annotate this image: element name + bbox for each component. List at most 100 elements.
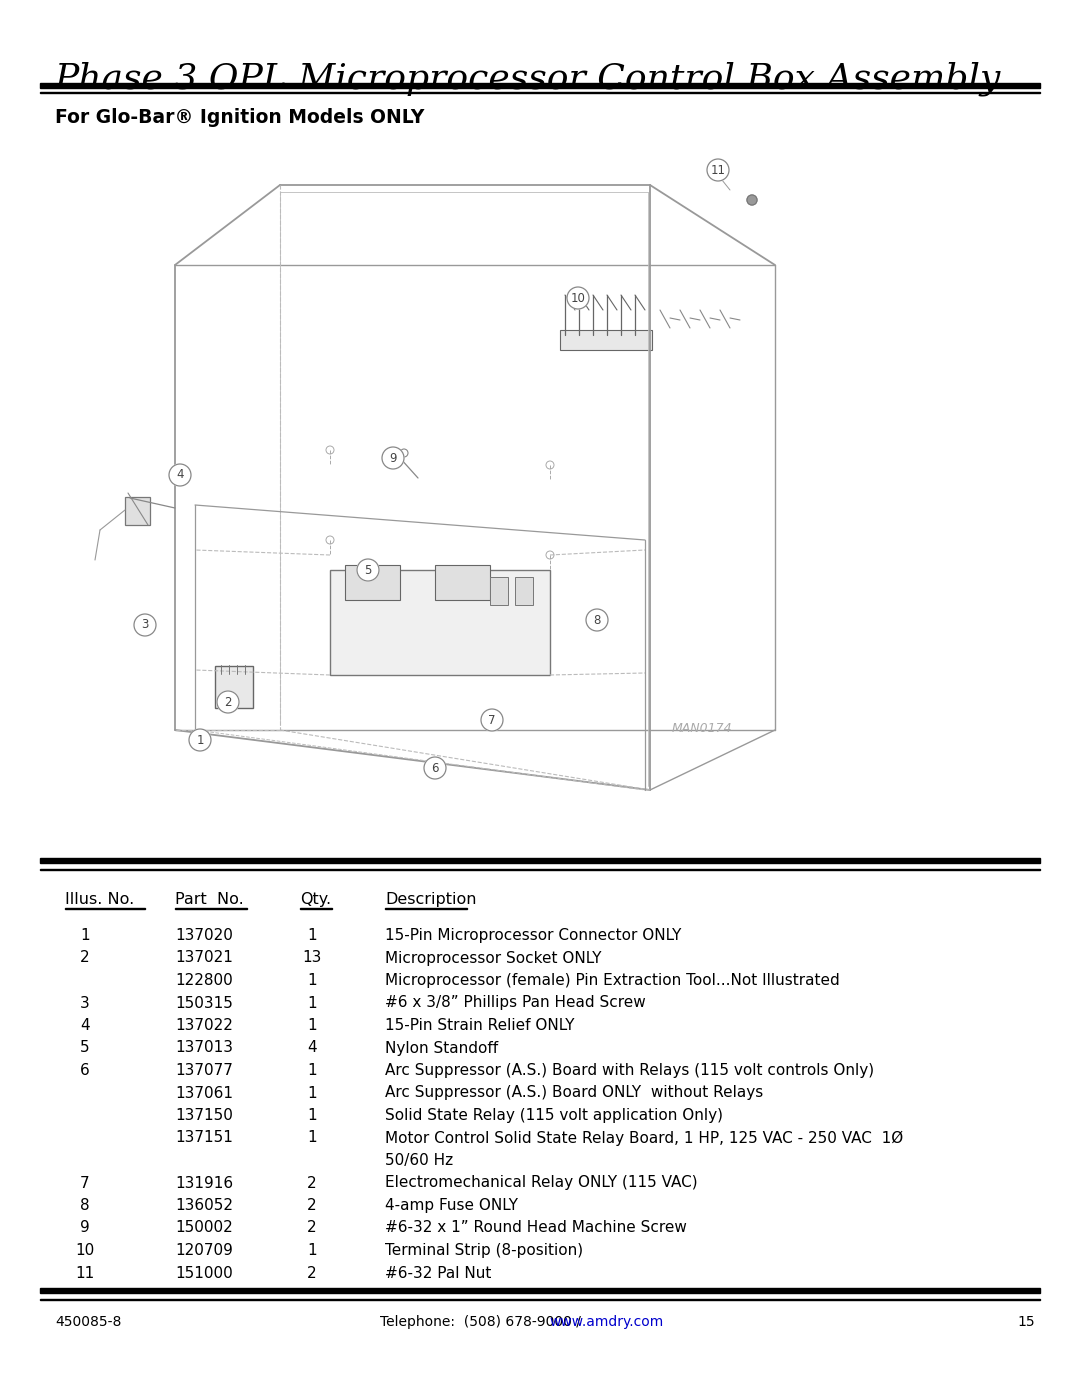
- Text: 13: 13: [302, 950, 322, 965]
- Text: For Glo-Bar® Ignition Models ONLY: For Glo-Bar® Ignition Models ONLY: [55, 108, 424, 127]
- Bar: [330, 570, 550, 675]
- Text: 136052: 136052: [175, 1199, 233, 1213]
- Text: 4: 4: [80, 1018, 90, 1032]
- Circle shape: [747, 196, 757, 205]
- Text: 2: 2: [307, 1266, 316, 1281]
- Text: 8: 8: [80, 1199, 90, 1213]
- Text: 15-Pin Microprocessor Connector ONLY: 15-Pin Microprocessor Connector ONLY: [384, 928, 681, 943]
- Bar: [40, 858, 1040, 863]
- Text: 6: 6: [80, 1063, 90, 1078]
- Text: 7: 7: [488, 714, 496, 726]
- Circle shape: [586, 609, 608, 631]
- Text: 10: 10: [76, 1243, 95, 1259]
- Text: 122800: 122800: [175, 972, 233, 988]
- Circle shape: [168, 464, 191, 486]
- Text: 4-amp Fuse ONLY: 4-amp Fuse ONLY: [384, 1199, 518, 1213]
- Text: 1: 1: [307, 996, 316, 1010]
- Text: MAN0174: MAN0174: [672, 722, 732, 735]
- Text: 450085-8: 450085-8: [55, 1315, 121, 1329]
- Text: #6 x 3/8” Phillips Pan Head Screw: #6 x 3/8” Phillips Pan Head Screw: [384, 996, 646, 1010]
- Text: 5: 5: [80, 1041, 90, 1056]
- Text: www.amdry.com: www.amdry.com: [550, 1315, 664, 1329]
- Circle shape: [134, 615, 156, 636]
- Text: 11: 11: [711, 163, 726, 176]
- Text: 137151: 137151: [175, 1130, 233, 1146]
- Text: #6-32 Pal Nut: #6-32 Pal Nut: [384, 1266, 491, 1281]
- Text: 7: 7: [80, 1175, 90, 1190]
- Text: 131916: 131916: [175, 1175, 233, 1190]
- Text: 151000: 151000: [175, 1266, 233, 1281]
- Circle shape: [707, 159, 729, 182]
- Bar: [435, 564, 490, 599]
- Text: Motor Control Solid State Relay Board, 1 HP, 125 VAC - 250 VAC  1Ø: Motor Control Solid State Relay Board, 1…: [384, 1130, 903, 1146]
- Text: 15: 15: [1017, 1315, 1035, 1329]
- Bar: [40, 1288, 1040, 1294]
- Text: 50/60 Hz: 50/60 Hz: [384, 1153, 454, 1168]
- Text: 137077: 137077: [175, 1063, 233, 1078]
- Bar: [40, 1298, 1040, 1301]
- Text: Part  No.: Part No.: [175, 893, 244, 907]
- Text: 5: 5: [364, 563, 372, 577]
- Text: 2: 2: [307, 1199, 316, 1213]
- Circle shape: [481, 710, 503, 731]
- Text: 4: 4: [176, 468, 184, 482]
- Text: 2: 2: [225, 696, 232, 708]
- Text: 9: 9: [80, 1221, 90, 1235]
- Text: 3: 3: [80, 996, 90, 1010]
- Bar: [606, 332, 616, 339]
- Text: 1: 1: [80, 928, 90, 943]
- Text: Illus. No.: Illus. No.: [65, 893, 134, 907]
- Text: 15-Pin Strain Relief ONLY: 15-Pin Strain Relief ONLY: [384, 1018, 575, 1032]
- Text: 2: 2: [307, 1221, 316, 1235]
- Bar: [578, 332, 588, 339]
- Text: 137022: 137022: [175, 1018, 233, 1032]
- Text: #6-32 x 1” Round Head Machine Screw: #6-32 x 1” Round Head Machine Screw: [384, 1221, 687, 1235]
- Text: 8: 8: [593, 613, 600, 626]
- Bar: [634, 332, 644, 339]
- Text: 1: 1: [307, 1108, 316, 1123]
- Circle shape: [357, 559, 379, 581]
- Circle shape: [382, 447, 404, 469]
- Bar: [490, 577, 508, 605]
- Circle shape: [189, 729, 211, 752]
- Circle shape: [217, 692, 239, 712]
- Text: Arc Suppressor (A.S.) Board with Relays (115 volt controls Only): Arc Suppressor (A.S.) Board with Relays …: [384, 1063, 874, 1078]
- Text: Telephone:  (508) 678-9000 /: Telephone: (508) 678-9000 /: [380, 1315, 585, 1329]
- Text: 150315: 150315: [175, 996, 233, 1010]
- Bar: [564, 332, 573, 339]
- Text: Terminal Strip (8-position): Terminal Strip (8-position): [384, 1243, 583, 1259]
- Text: 1: 1: [307, 1063, 316, 1078]
- Text: 1: 1: [307, 1018, 316, 1032]
- Text: 3: 3: [141, 619, 149, 631]
- Text: 1: 1: [307, 1085, 316, 1101]
- Text: Electromechanical Relay ONLY (115 VAC): Electromechanical Relay ONLY (115 VAC): [384, 1175, 698, 1190]
- Bar: [345, 564, 400, 599]
- Text: 137021: 137021: [175, 950, 233, 965]
- Text: Solid State Relay (115 volt application Only): Solid State Relay (115 volt application …: [384, 1108, 723, 1123]
- Text: 10: 10: [570, 292, 585, 305]
- Text: 120709: 120709: [175, 1243, 233, 1259]
- Circle shape: [567, 286, 589, 309]
- Text: 2: 2: [307, 1175, 316, 1190]
- Bar: [592, 332, 602, 339]
- Text: Microprocessor Socket ONLY: Microprocessor Socket ONLY: [384, 950, 602, 965]
- Text: 1: 1: [307, 972, 316, 988]
- Bar: [40, 869, 1040, 870]
- Text: 150002: 150002: [175, 1221, 233, 1235]
- Text: Nylon Standoff: Nylon Standoff: [384, 1041, 498, 1056]
- Text: 1: 1: [307, 928, 316, 943]
- Text: 137150: 137150: [175, 1108, 233, 1123]
- Bar: [40, 82, 1040, 88]
- Text: 1: 1: [307, 1130, 316, 1146]
- Bar: [515, 577, 534, 605]
- Bar: [40, 91, 1040, 94]
- Bar: [620, 332, 630, 339]
- Text: 6: 6: [431, 761, 438, 774]
- Text: Qty.: Qty.: [300, 893, 332, 907]
- Text: Arc Suppressor (A.S.) Board ONLY  without Relays: Arc Suppressor (A.S.) Board ONLY without…: [384, 1085, 764, 1101]
- Text: 137020: 137020: [175, 928, 233, 943]
- Text: 137061: 137061: [175, 1085, 233, 1101]
- Bar: [561, 330, 652, 351]
- Text: 4: 4: [307, 1041, 316, 1056]
- Text: Microprocessor (female) Pin Extraction Tool...Not Illustrated: Microprocessor (female) Pin Extraction T…: [384, 972, 840, 988]
